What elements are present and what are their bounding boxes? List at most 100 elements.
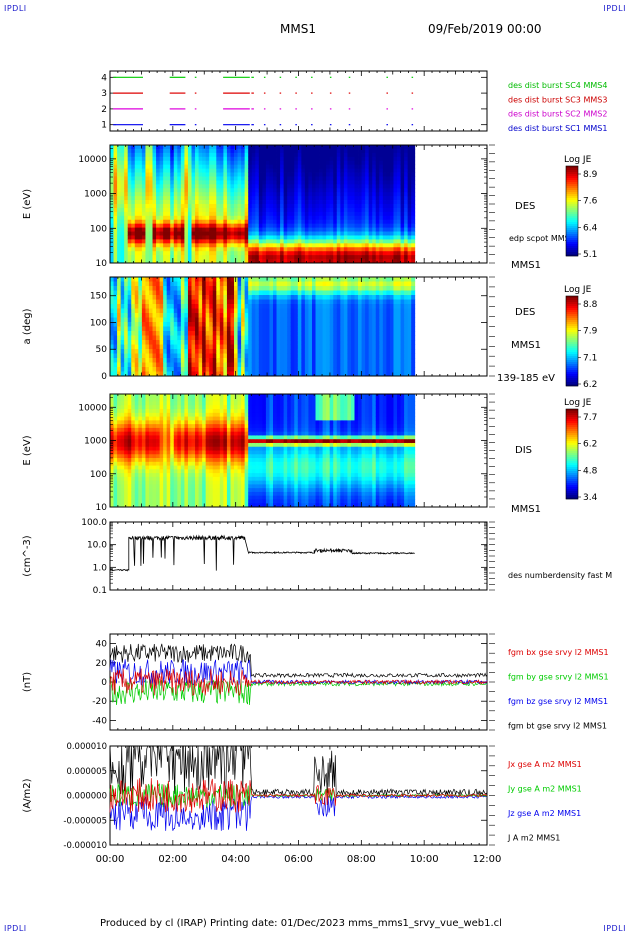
heatmap-cell	[308, 353, 313, 359]
heatmap-cell	[350, 322, 355, 327]
heatmap-cell	[251, 358, 256, 363]
heatmap-cell	[397, 277, 401, 282]
heatmap-cell	[258, 172, 263, 177]
heatmap-cell	[326, 362, 331, 368]
heatmap-cell	[350, 281, 355, 287]
heatmap-cell	[131, 196, 136, 201]
heatmap-cell	[262, 299, 267, 305]
heatmap-cell	[294, 251, 299, 256]
heatmap-cell	[347, 156, 352, 162]
heatmap-cell	[311, 164, 316, 169]
heatmap-cell	[148, 259, 153, 264]
heatmap-cell	[148, 349, 153, 354]
heatmap-cell	[350, 211, 355, 217]
heatmap-cell	[297, 358, 302, 363]
heatmap-cell	[202, 211, 207, 217]
heatmap-cell	[301, 227, 306, 232]
heatmap-cell	[262, 164, 267, 169]
heatmap-cell	[180, 235, 185, 240]
heatmap-cell	[336, 184, 341, 189]
heatmap-cell	[290, 204, 295, 209]
heatmap-cell	[127, 322, 132, 327]
heatmap-cell	[365, 192, 370, 197]
heatmap-cell	[258, 304, 263, 309]
heatmap-cell	[163, 231, 168, 236]
heatmap-cell	[375, 160, 380, 166]
heatmap-cell	[191, 168, 196, 173]
heatmap-cell	[322, 308, 327, 314]
heatmap-cell	[315, 281, 320, 287]
heatmap-cell	[311, 371, 316, 377]
heatmap-cell	[404, 247, 409, 252]
heatmap-cell	[198, 313, 203, 318]
heatmap-cell	[311, 235, 316, 240]
heatmap-cell	[336, 227, 341, 232]
heatmap-cell	[226, 204, 231, 209]
heatmap-cell	[226, 277, 231, 282]
heatmap-cell	[361, 313, 366, 318]
heatmap-cell	[404, 168, 409, 173]
heatmap-cell	[290, 196, 295, 201]
heatmap-cell	[336, 255, 341, 260]
heatmap-cell	[301, 176, 306, 181]
heatmap-cell	[131, 367, 136, 372]
heatmap-cell	[375, 231, 380, 236]
heatmap-cell	[269, 247, 274, 252]
heatmap-cell	[386, 215, 391, 221]
heatmap-cell	[329, 148, 334, 154]
heatmap-cell	[347, 251, 352, 256]
heatmap-cell	[141, 326, 146, 332]
heatmap-cell	[280, 255, 285, 260]
heatmap-cell	[287, 231, 292, 236]
heatmap-cell	[301, 196, 306, 201]
heatmap-cell	[223, 188, 228, 193]
heatmap-cell	[117, 371, 122, 377]
heatmap-cell	[212, 227, 217, 232]
heatmap-cell	[127, 286, 132, 291]
heatmap-cell	[276, 231, 281, 236]
heatmap-cell	[113, 255, 118, 260]
heatmap-cell	[180, 259, 185, 264]
heatmap-cell	[319, 247, 324, 252]
heatmap-cell	[379, 299, 384, 305]
heatmap-cell	[177, 322, 182, 327]
heatmap-cell	[163, 371, 168, 377]
heatmap-cell	[226, 349, 231, 354]
heatmap-cell	[273, 367, 277, 372]
heatmap-cell	[276, 317, 281, 323]
heatmap-cell	[251, 313, 256, 318]
heatmap-cell	[110, 335, 114, 341]
heatmap-cell	[287, 362, 292, 368]
heatmap-cell	[117, 196, 122, 201]
heatmap-cell	[389, 281, 394, 287]
heatmap-cell	[251, 326, 256, 332]
heatmap-cell	[304, 192, 309, 197]
heatmap-cell	[372, 313, 377, 318]
heatmap-cell	[205, 308, 210, 314]
heatmap-cell	[315, 211, 320, 217]
heatmap-cell	[389, 239, 394, 244]
heatmap-cell	[287, 299, 292, 305]
heatmap-cell	[177, 235, 182, 240]
heatmap-cell	[124, 164, 129, 169]
heatmap-cell	[117, 353, 122, 359]
heatmap-cell	[237, 304, 242, 309]
heatmap-cell	[191, 304, 196, 309]
heatmap-cell	[340, 335, 345, 341]
heatmap-cell	[368, 168, 373, 173]
heatmap-cell	[152, 168, 157, 173]
heatmap-cell	[113, 251, 118, 256]
heatmap-cell	[297, 196, 302, 201]
heatmap-cell	[230, 340, 235, 345]
heatmap-cell	[216, 353, 221, 359]
heatmap-cell	[343, 164, 348, 169]
heatmap-cell	[336, 313, 341, 318]
heatmap-cell	[124, 239, 129, 244]
heatmap-cell	[187, 168, 192, 173]
heatmap-cell	[191, 215, 196, 221]
heatmap-cell	[400, 259, 405, 264]
heatmap-cell	[205, 349, 210, 354]
heatmap-cell	[163, 335, 168, 341]
heatmap-cell	[276, 362, 281, 368]
heatmap-cell	[205, 192, 210, 197]
